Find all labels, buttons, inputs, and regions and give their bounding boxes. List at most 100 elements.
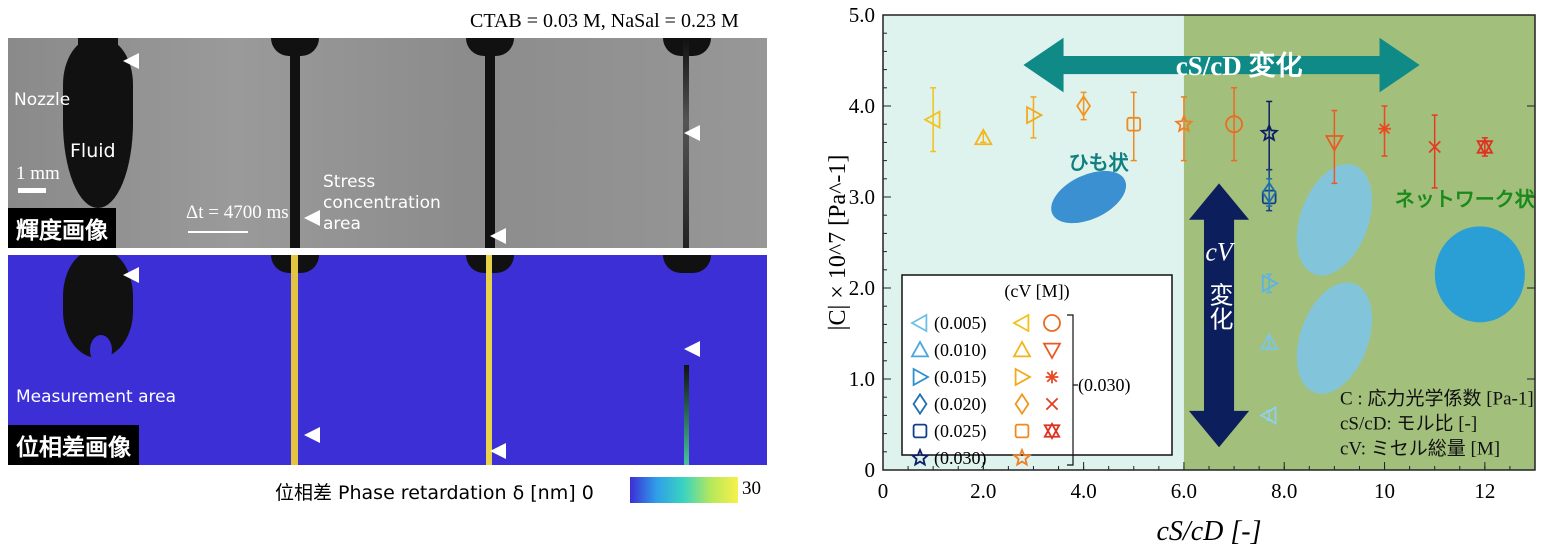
- marker-diamond: [1261, 181, 1277, 204]
- legend-label-2: (0.015): [934, 367, 987, 388]
- network-illustration-2: [1296, 282, 1372, 394]
- dt-label: Δt = 4700 ms: [186, 202, 289, 223]
- measurement-label: Measurement area: [16, 387, 177, 407]
- data-point-5: [1174, 96, 1194, 162]
- brightness-image: Nozzle Fluid 1 mm Δt = 4700 ms Stress co…: [8, 38, 767, 248]
- marker-star: [1259, 122, 1280, 142]
- marker-x: [1428, 140, 1441, 154]
- hexagram-part: [1476, 140, 1494, 157]
- marker-hexagram: [1476, 137, 1494, 157]
- data-point-9: [1261, 178, 1277, 207]
- y-axis-label: |C| × 10^7 [Pa^-1]: [825, 155, 851, 331]
- marker-rtri: [1261, 273, 1280, 293]
- x-tick-label: 2.0: [970, 479, 996, 503]
- data-point-6: [1225, 87, 1243, 162]
- data-point-4: [1126, 91, 1142, 162]
- cv-arrow: [1188, 183, 1250, 448]
- legend-group-label: (0.030): [1078, 375, 1131, 396]
- legend-label-3: (0.020): [934, 394, 987, 415]
- cv-arrow-label: cV: [1205, 238, 1236, 267]
- droplet: [63, 38, 133, 208]
- data-point-13: [1324, 109, 1344, 185]
- legend-marker-red-1: [1042, 342, 1062, 360]
- stress-label: Stress concentration area: [323, 172, 441, 234]
- brightness-image-label: 輝度画像: [8, 208, 116, 248]
- marker-star: [1174, 113, 1194, 133]
- colorbar-label: 位相差 Phase retardation δ [nm] 0: [275, 482, 594, 504]
- legend-marker-red-2: [1045, 370, 1059, 384]
- phase-image: Measurement area 位相差画像: [8, 255, 767, 465]
- data-point-16: [1476, 137, 1494, 157]
- legend-marker-0: [910, 313, 928, 333]
- note-2: cV: ミセル総量 [M]: [1340, 437, 1500, 459]
- y-tick-label: 1.0: [849, 367, 875, 391]
- legend-marker-warm-5: [1012, 447, 1032, 467]
- x-axis-label: cS/cD [-]: [1157, 516, 1262, 547]
- legend-title: (cV [M]): [1004, 281, 1069, 302]
- wormlike-micelle-illustration: [1051, 170, 1127, 224]
- time-arrow: [188, 231, 248, 233]
- wormlike-label: ひも状: [1069, 151, 1130, 175]
- legend-marker-warm-4: [1014, 423, 1030, 439]
- marker-tri: [973, 127, 993, 146]
- legend-label-0: (0.005): [934, 313, 987, 334]
- x-tick-label: 8.0: [1271, 479, 1297, 503]
- x-tick-label: 4.0: [1070, 479, 1096, 503]
- colorbar: [630, 477, 738, 503]
- marker-circle: [1225, 115, 1243, 134]
- colorbar-max: 30: [742, 478, 761, 499]
- legend-marker-2: [912, 367, 930, 387]
- y-tick-label: 4.0: [849, 94, 875, 118]
- legend-marker-warm-1: [1012, 340, 1032, 358]
- marker-square: [1126, 116, 1142, 132]
- legend-marker-5: [910, 447, 930, 467]
- y-tick-label: 3.0: [849, 185, 875, 209]
- y-tick-label: 0: [865, 458, 876, 482]
- data-point-12: [1259, 405, 1277, 425]
- data-point-10: [1261, 273, 1280, 294]
- phase-image-label: 位相差画像: [8, 425, 139, 465]
- fluid-label: Fluid: [70, 140, 116, 162]
- x-tick-label: 12: [1474, 479, 1495, 503]
- data-point-15: [1428, 114, 1441, 189]
- data-point-14: [1378, 105, 1391, 157]
- y-tick-label: 5.0: [849, 3, 875, 27]
- note-0: C : 応力光学係数 [Pa-1]: [1340, 387, 1534, 409]
- legend-label-4: (0.025): [934, 421, 987, 442]
- marker-dtri: [1324, 135, 1344, 153]
- legend-marker-3: [912, 392, 928, 416]
- scale-bar: [18, 188, 46, 193]
- hexagram-part: [1043, 424, 1061, 441]
- legend-label-1: (0.010): [934, 340, 987, 361]
- data-point-1: [973, 127, 993, 146]
- x-tick-label: 6.0: [1171, 479, 1197, 503]
- data-point-3: [1076, 91, 1092, 121]
- network-micelle-illustration: [1434, 226, 1525, 323]
- scale-label: 1 mm: [16, 163, 60, 184]
- data-point-0: [923, 87, 941, 153]
- legend-marker-red-4: [1043, 421, 1061, 441]
- cv-arrow-label-2: 変化: [1205, 282, 1233, 330]
- data-point-2: [1026, 96, 1044, 139]
- network-label: ネットワーク状: [1395, 187, 1536, 211]
- legend-marker-red-3: [1045, 397, 1059, 411]
- legend-bracket: [1067, 314, 1078, 466]
- condition-label: CTAB = 0.03 M, NaSal = 0.23 M: [470, 10, 739, 32]
- legend-marker-warm-0: [1012, 313, 1030, 333]
- data-point-7: [1259, 100, 1280, 171]
- cs-cd-arrow: [1023, 37, 1420, 93]
- y-tick-label: 2.0: [849, 276, 875, 300]
- legend-marker-red-0: [1043, 314, 1061, 332]
- legend-box: [901, 274, 1173, 456]
- marker-rtri: [1026, 105, 1044, 125]
- legend-marker-1: [910, 340, 930, 358]
- legend-label-5: (0.030): [934, 448, 987, 469]
- marker-ltri: [923, 110, 941, 130]
- legend-marker-4: [912, 423, 928, 439]
- marker-asterisk: [1378, 122, 1391, 136]
- x-tick-label: 0: [878, 479, 889, 503]
- network-illustration-1: [1296, 164, 1372, 276]
- marker-diamond: [1076, 94, 1092, 118]
- x-tick-label: 10: [1374, 479, 1395, 503]
